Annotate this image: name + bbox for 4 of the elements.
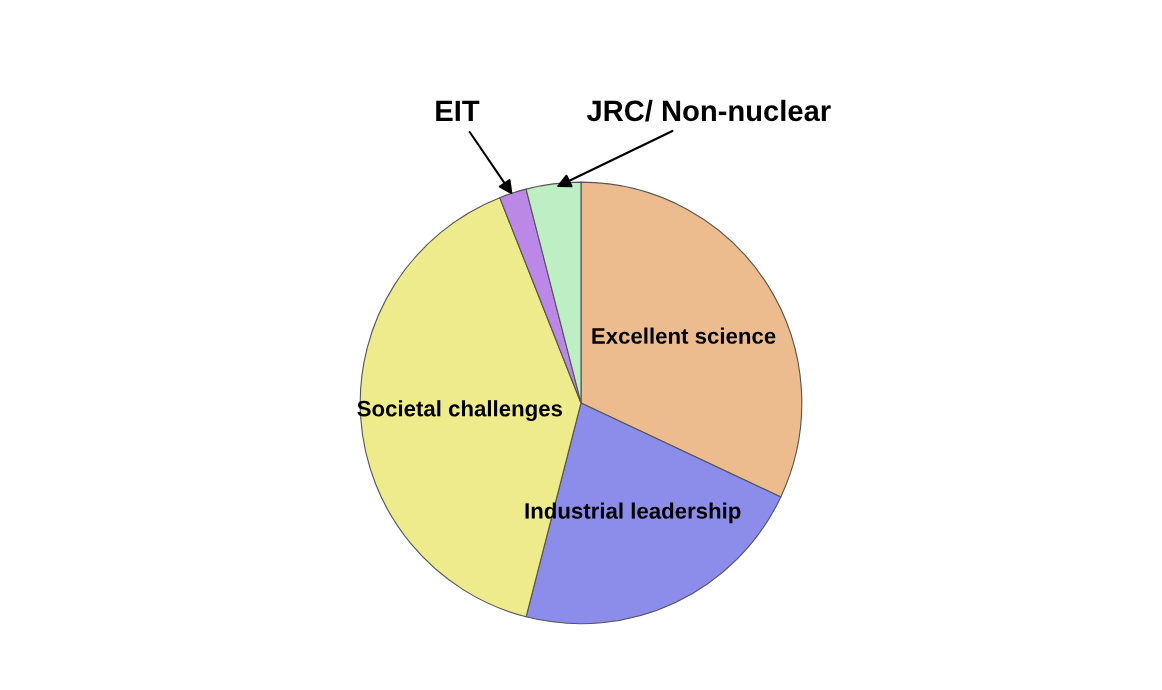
slice-label: EIT <box>436 100 480 121</box>
slice-label: Societal challenges <box>357 400 563 421</box>
slice-label: Excellent science <box>592 327 776 344</box>
slice-label: JRC/ Non-nuclear <box>586 99 831 122</box>
